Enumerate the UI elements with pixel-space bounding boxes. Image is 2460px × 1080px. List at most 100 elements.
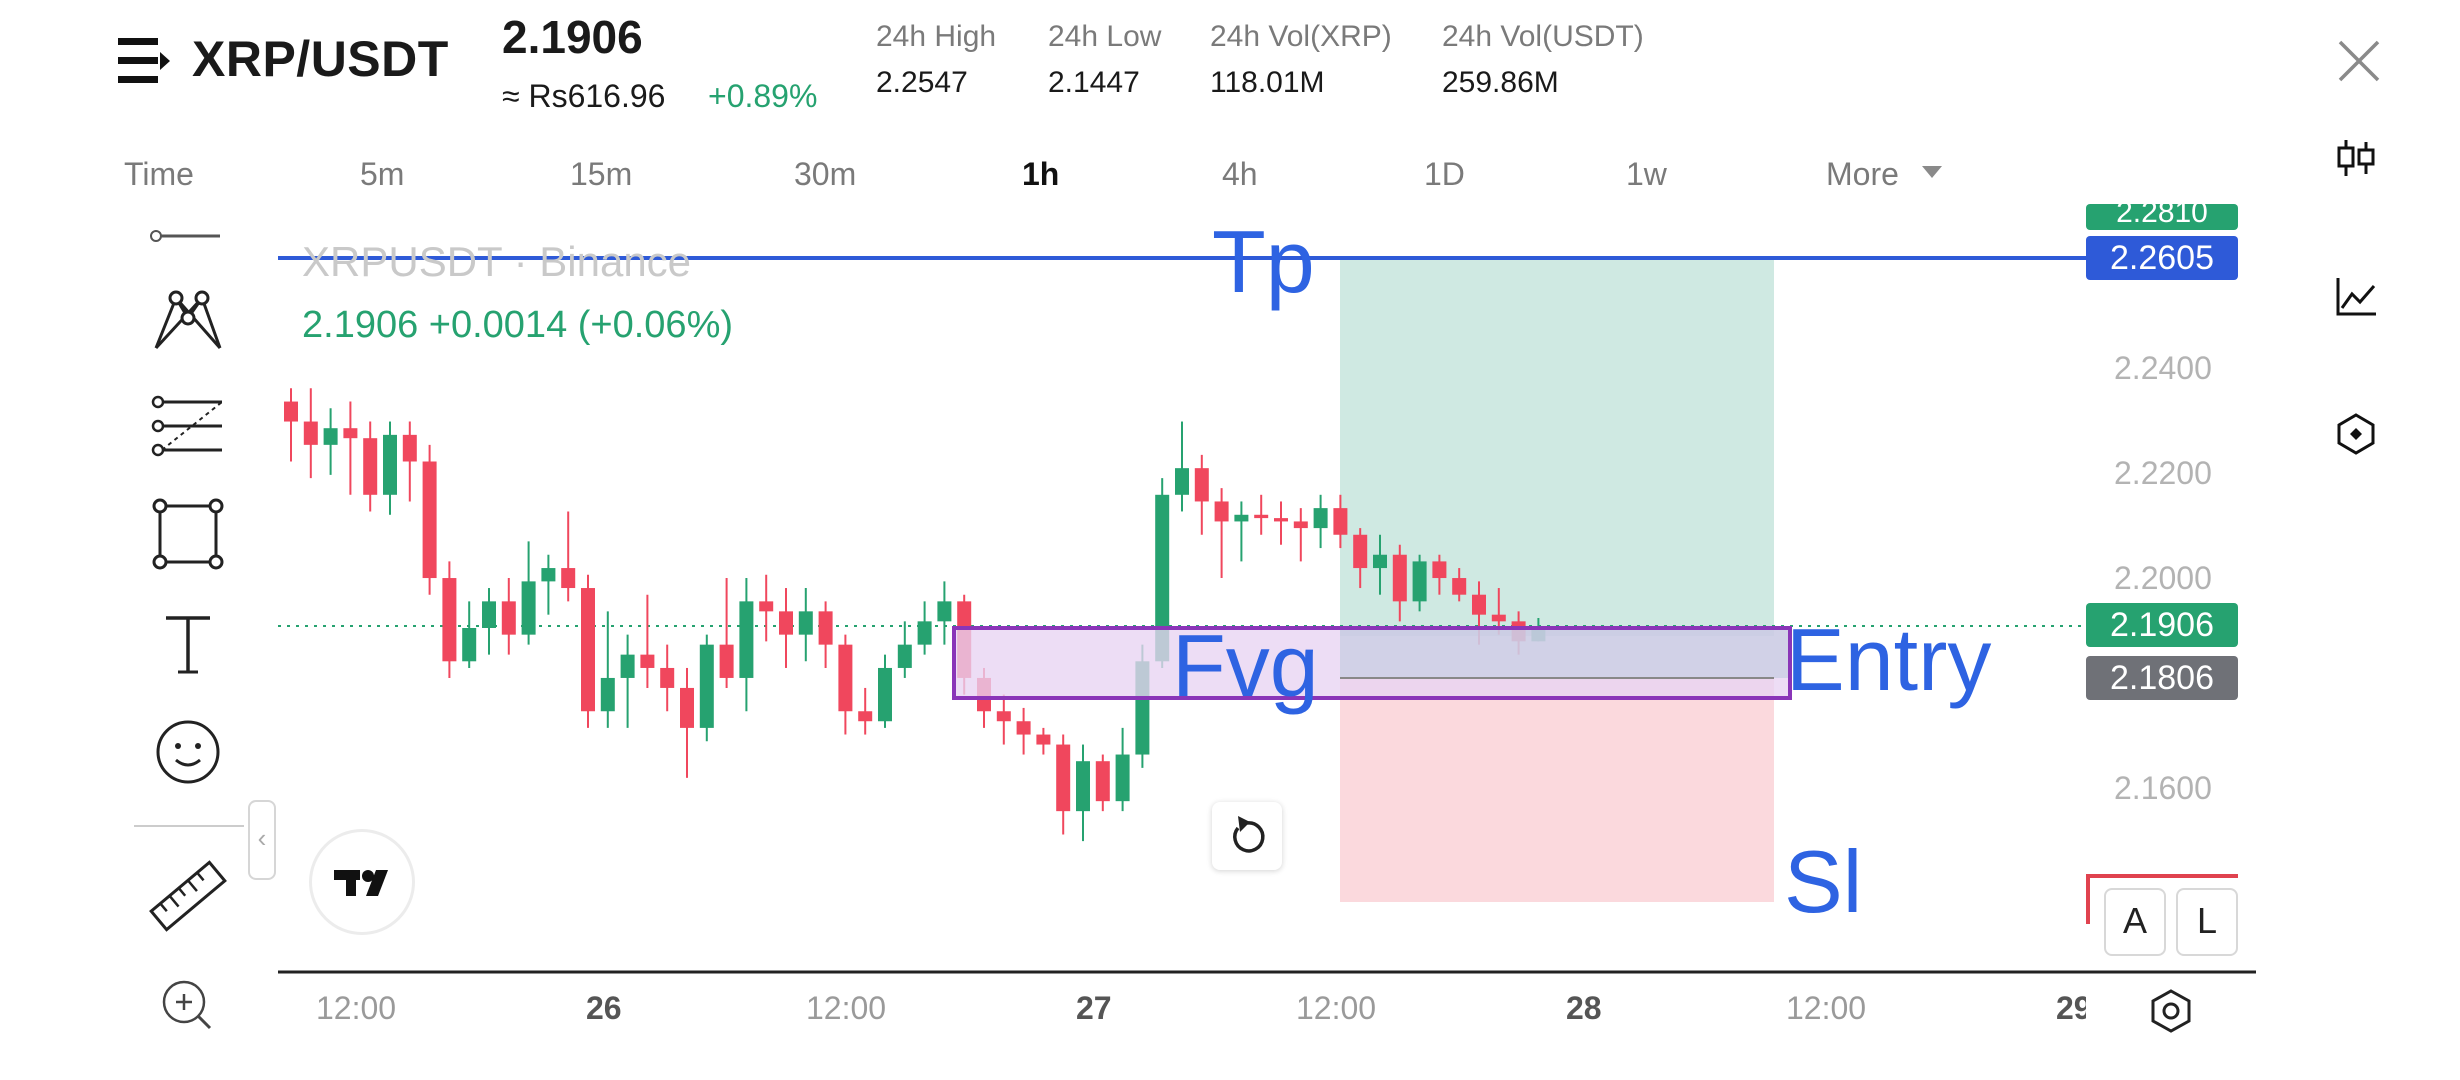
reset-chart-button[interactable] <box>1212 802 1282 870</box>
candle-body <box>501 601 516 635</box>
ohlc-readout: 2.1906 +0.0014 (+0.06%) <box>302 304 734 346</box>
candle-body <box>343 428 358 439</box>
candle-body <box>323 428 338 445</box>
candle-body <box>1274 518 1288 522</box>
stat-value-vol-usdt: 259.86M <box>1442 66 1559 99</box>
tab-5m[interactable]: 5m <box>360 156 405 192</box>
log-scale-button[interactable]: L <box>2176 888 2238 956</box>
candle-body <box>462 627 477 662</box>
candle-body <box>1452 578 1467 595</box>
candle-body <box>1333 508 1348 535</box>
candle-body <box>660 667 675 688</box>
tab-1h[interactable]: 1h <box>1022 156 1060 192</box>
candle-body <box>897 644 912 668</box>
candle-body <box>541 568 556 582</box>
candle-body <box>581 588 595 712</box>
toolbar-collapse-handle[interactable]: ‹ <box>248 800 276 880</box>
candle-body <box>1155 494 1170 662</box>
candle-body <box>600 677 615 712</box>
candle-body <box>818 611 833 645</box>
pair-title[interactable]: XRP/USDT <box>192 31 449 87</box>
stat-label-high: 24h High <box>876 20 997 53</box>
emoji-icon[interactable] <box>148 712 228 792</box>
candle-body <box>1491 614 1506 622</box>
candle-body <box>878 667 892 722</box>
candle-body <box>640 654 655 668</box>
change-percent: +0.89% <box>708 78 818 114</box>
candle-body <box>1293 521 1308 529</box>
candle-body <box>1432 561 1447 579</box>
annotation-tp[interactable]: Tp <box>1212 212 1315 311</box>
price-tag-tp[interactable]: 2.2605 <box>2086 236 2238 280</box>
candle-body <box>303 421 318 445</box>
zoom-in-icon[interactable] <box>148 968 228 1048</box>
candle-body <box>719 644 734 678</box>
candles-icon[interactable] <box>2334 136 2378 180</box>
candle-body <box>1076 761 1090 812</box>
candle-body <box>1392 554 1407 602</box>
candle-body <box>699 644 714 728</box>
candle-body <box>363 438 378 495</box>
chart-settings-icon[interactable] <box>2148 988 2194 1034</box>
text-tool-icon[interactable] <box>148 606 228 686</box>
tab-more[interactable]: More <box>1826 156 1899 192</box>
candle-body <box>838 644 853 712</box>
price-tag-last: 2.1906 <box>2086 603 2238 647</box>
tab-15m[interactable]: 15m <box>570 156 633 192</box>
candle-body <box>1353 534 1368 569</box>
candle-body <box>1194 468 1209 502</box>
candle-body <box>779 611 793 635</box>
annotation-sl[interactable]: Sl <box>1784 832 1863 931</box>
annotation-fvg[interactable]: Fvg <box>1172 616 1319 715</box>
price-axis-label: 2.2200 <box>2114 455 2212 491</box>
rectangle-tool-icon[interactable] <box>148 494 228 574</box>
line-tool-icon[interactable] <box>148 206 228 286</box>
tradingview-logo[interactable] <box>312 832 412 932</box>
stat-label-low: 24h Low <box>1048 20 1162 53</box>
annotation-entry[interactable]: Entry <box>1786 610 1992 709</box>
candle-body <box>996 711 1011 722</box>
candle-body <box>858 711 873 722</box>
stat-value-low: 2.1447 <box>1048 66 1140 99</box>
stat-label-vol-usdt: 24h Vol(USDT) <box>1442 20 1644 53</box>
candle-body <box>1254 514 1269 519</box>
chevron-down-icon[interactable] <box>1922 166 1942 178</box>
stat-value-high: 2.2547 <box>876 66 968 99</box>
price-axis-marker <box>2086 874 2090 924</box>
candle-body <box>1115 754 1130 802</box>
time-axis-label: 12:00 <box>1786 990 1867 1026</box>
indicator-icon[interactable] <box>2334 274 2378 318</box>
time-axis-label: 28 <box>1566 990 1602 1026</box>
auto-scale-button[interactable]: A <box>2104 888 2166 956</box>
candle-body <box>759 601 774 612</box>
candle-body <box>1016 721 1031 735</box>
tab-1d[interactable]: 1D <box>1424 156 1465 192</box>
refresh-icon <box>1233 816 1265 853</box>
tab-time[interactable]: Time <box>124 156 194 192</box>
close-icon[interactable] <box>2336 38 2382 84</box>
candle-body <box>383 434 397 495</box>
time-axis-label: 12:00 <box>316 990 397 1026</box>
stat-value-vol-xrp: 118.01M <box>1210 66 1325 99</box>
pattern-tool-icon[interactable] <box>148 278 228 358</box>
last-price: 2.1906 <box>502 11 643 63</box>
candle-body <box>1234 514 1249 522</box>
candle-body <box>284 401 298 422</box>
candle-body <box>798 611 813 635</box>
time-axis-label: 12:00 <box>806 990 887 1026</box>
candle-body <box>1313 508 1328 529</box>
entry-overlap-zone <box>1340 630 1788 678</box>
price-axis-label: 2.1600 <box>2114 770 2212 806</box>
candle-body <box>917 621 932 645</box>
menu-icon[interactable] <box>118 36 170 86</box>
tab-4h[interactable]: 4h <box>1222 156 1258 192</box>
tab-30m[interactable]: 30m <box>794 156 857 192</box>
fib-tool-icon[interactable] <box>148 388 228 468</box>
tab-1w[interactable]: 1w <box>1626 156 1667 192</box>
settings-hex-icon[interactable] <box>2334 412 2378 456</box>
candle-body <box>521 581 536 635</box>
ruler-icon[interactable] <box>148 856 228 936</box>
toolbar-divider <box>134 825 244 827</box>
candle-body <box>1472 594 1486 615</box>
